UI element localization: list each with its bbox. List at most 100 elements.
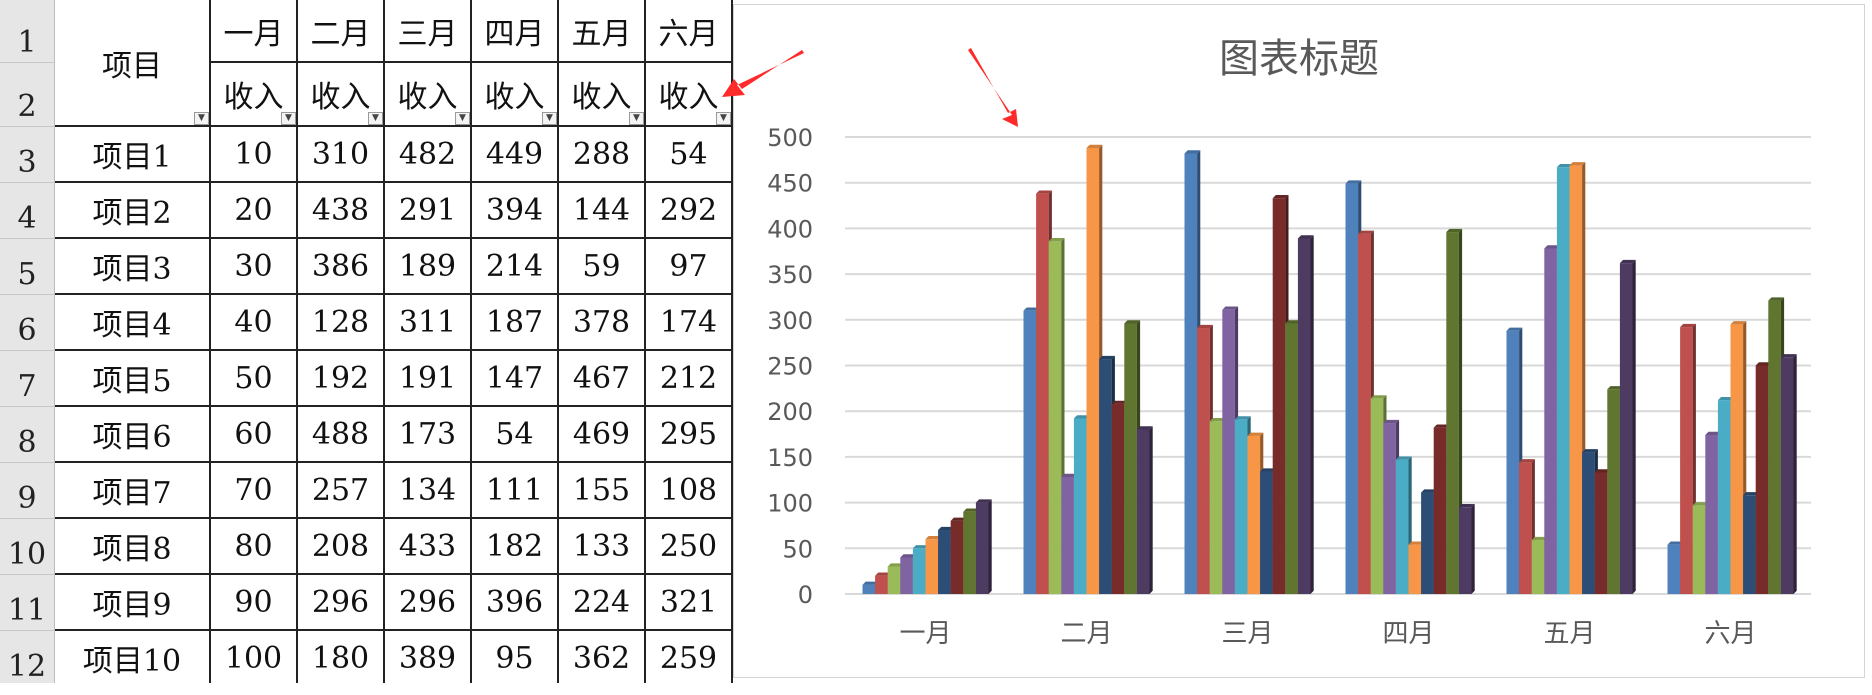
- value-cell[interactable]: 259: [646, 631, 733, 687]
- item-cell[interactable]: 项目4: [55, 295, 211, 351]
- value-cell[interactable]: 155: [559, 463, 646, 519]
- bar[interactable]: [1136, 426, 1153, 594]
- value-cell[interactable]: 191: [385, 351, 472, 407]
- value-cell[interactable]: 189: [385, 239, 472, 295]
- value-cell[interactable]: 291: [385, 183, 472, 239]
- value-cell[interactable]: 187: [472, 295, 559, 351]
- value-cell[interactable]: 95: [472, 631, 559, 687]
- value-cell[interactable]: 321: [646, 575, 733, 631]
- item-cell[interactable]: 项目6: [55, 407, 211, 463]
- bar-chart[interactable]: 图表标题 0 50 100 150 200 250 300 350 400 450 500 一月 二月…: [733, 4, 1865, 678]
- value-cell[interactable]: 30: [211, 239, 298, 295]
- dropdown-arrow-icon[interactable]: ▼: [542, 112, 557, 125]
- value-cell[interactable]: 182: [472, 519, 559, 575]
- value-cell[interactable]: 20: [211, 183, 298, 239]
- bar[interactable]: [1297, 235, 1314, 595]
- value-cell[interactable]: 362: [559, 631, 646, 687]
- row-header[interactable]: 11: [0, 575, 55, 631]
- value-cell[interactable]: 295: [646, 407, 733, 463]
- value-cell[interactable]: 10: [211, 127, 298, 183]
- item-cell[interactable]: 项目5: [55, 351, 211, 407]
- dropdown-arrow-icon[interactable]: ▼: [716, 112, 731, 125]
- value-cell[interactable]: 378: [559, 295, 646, 351]
- header-month[interactable]: 三月: [385, 0, 472, 63]
- value-cell[interactable]: 59: [559, 239, 646, 295]
- bar[interactable]: [975, 499, 992, 594]
- value-cell[interactable]: 54: [646, 127, 733, 183]
- value-cell[interactable]: 482: [385, 127, 472, 183]
- value-cell[interactable]: 133: [559, 519, 646, 575]
- value-cell[interactable]: 40: [211, 295, 298, 351]
- value-cell[interactable]: 174: [646, 295, 733, 351]
- value-cell[interactable]: 54: [472, 407, 559, 463]
- chart-title[interactable]: 图表标题: [1219, 36, 1379, 82]
- row-header[interactable]: 7: [0, 351, 55, 407]
- value-cell[interactable]: 97: [646, 239, 733, 295]
- header-income[interactable]: 收入: [559, 63, 646, 127]
- value-cell[interactable]: 257: [298, 463, 385, 519]
- value-cell[interactable]: 180: [298, 631, 385, 687]
- value-cell[interactable]: 292: [646, 183, 733, 239]
- value-cell[interactable]: 311: [385, 295, 472, 351]
- bar[interactable]: [1446, 228, 1463, 594]
- item-cell[interactable]: 项目1: [55, 127, 211, 183]
- row-header[interactable]: 2: [0, 63, 55, 127]
- dropdown-arrow-icon[interactable]: ▼: [455, 112, 470, 125]
- dropdown-arrow-icon[interactable]: ▼: [281, 112, 296, 125]
- item-cell[interactable]: 项目7: [55, 463, 211, 519]
- value-cell[interactable]: 80: [211, 519, 298, 575]
- row-header[interactable]: 6: [0, 295, 55, 351]
- header-month[interactable]: 五月: [559, 0, 646, 63]
- value-cell[interactable]: 128: [298, 295, 385, 351]
- value-cell[interactable]: 60: [211, 407, 298, 463]
- item-cell[interactable]: 项目3: [55, 239, 211, 295]
- row-header[interactable]: 10: [0, 519, 55, 575]
- bar[interactable]: [1619, 259, 1636, 594]
- value-cell[interactable]: 214: [472, 239, 559, 295]
- value-cell[interactable]: 296: [298, 575, 385, 631]
- value-cell[interactable]: 212: [646, 351, 733, 407]
- row-header[interactable]: 8: [0, 407, 55, 463]
- header-month[interactable]: 四月: [472, 0, 559, 63]
- dropdown-arrow-icon[interactable]: ▼: [629, 112, 644, 125]
- value-cell[interactable]: 288: [559, 127, 646, 183]
- value-cell[interactable]: 467: [559, 351, 646, 407]
- value-cell[interactable]: 394: [472, 183, 559, 239]
- bar[interactable]: [1458, 503, 1475, 594]
- value-cell[interactable]: 50: [211, 351, 298, 407]
- item-cell[interactable]: 项目10: [55, 631, 211, 687]
- row-header[interactable]: 4: [0, 183, 55, 239]
- value-cell[interactable]: 90: [211, 575, 298, 631]
- header-month[interactable]: 六月: [646, 0, 733, 63]
- value-cell[interactable]: 433: [385, 519, 472, 575]
- value-cell[interactable]: 111: [472, 463, 559, 519]
- value-cell[interactable]: 250: [646, 519, 733, 575]
- header-item[interactable]: 项目: [55, 0, 211, 127]
- value-cell[interactable]: 488: [298, 407, 385, 463]
- value-cell[interactable]: 396: [472, 575, 559, 631]
- item-cell[interactable]: 项目9: [55, 575, 211, 631]
- value-cell[interactable]: 449: [472, 127, 559, 183]
- header-month[interactable]: 二月: [298, 0, 385, 63]
- row-header[interactable]: 3: [0, 127, 55, 183]
- value-cell[interactable]: 389: [385, 631, 472, 687]
- value-cell[interactable]: 147: [472, 351, 559, 407]
- row-header[interactable]: 5: [0, 239, 55, 295]
- value-cell[interactable]: 192: [298, 351, 385, 407]
- value-cell[interactable]: 70: [211, 463, 298, 519]
- value-cell[interactable]: 173: [385, 407, 472, 463]
- row-header[interactable]: 1: [0, 0, 55, 63]
- value-cell[interactable]: 224: [559, 575, 646, 631]
- item-cell[interactable]: 项目2: [55, 183, 211, 239]
- value-cell[interactable]: 310: [298, 127, 385, 183]
- row-header[interactable]: 9: [0, 463, 55, 519]
- value-cell[interactable]: 134: [385, 463, 472, 519]
- value-cell[interactable]: 100: [211, 631, 298, 687]
- row-header[interactable]: 12: [0, 631, 55, 687]
- value-cell[interactable]: 208: [298, 519, 385, 575]
- dropdown-arrow-icon[interactable]: ▼: [368, 112, 383, 125]
- dropdown-arrow-icon[interactable]: ▼: [194, 112, 209, 125]
- value-cell[interactable]: 108: [646, 463, 733, 519]
- bar[interactable]: [1780, 354, 1797, 594]
- value-cell[interactable]: 296: [385, 575, 472, 631]
